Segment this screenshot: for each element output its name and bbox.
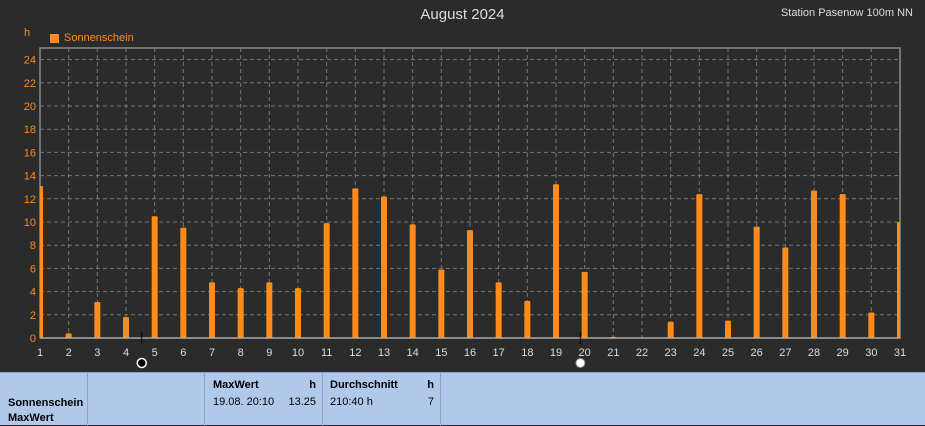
row-label-maxwert: MaxWert: [8, 412, 54, 424]
legend-label: Sonnenschein: [64, 32, 134, 44]
bar: [868, 312, 875, 338]
y-tick-label: 12: [24, 194, 36, 206]
bar: [123, 317, 129, 338]
x-tick-label: 15: [435, 347, 447, 359]
bar: [381, 196, 387, 338]
y-tick-label: 10: [24, 217, 36, 229]
y-tick-label: 20: [24, 101, 36, 113]
avg-value: 7: [427, 396, 434, 408]
x-tick-label: 21: [607, 347, 619, 359]
y-tick-label: 18: [24, 124, 36, 136]
x-tick-label: 27: [779, 347, 791, 359]
bar: [295, 288, 301, 338]
x-tick-label: 14: [407, 347, 419, 359]
y-tick-label: 0: [30, 333, 36, 345]
bar: [524, 300, 531, 338]
bar: [438, 269, 445, 338]
new-moon-marker: [136, 357, 148, 369]
station-label: Station Pasenow 100m NN: [780, 7, 913, 19]
x-tick-label: 19: [550, 347, 562, 359]
bar: [581, 271, 588, 338]
max-value: 13.25: [288, 396, 316, 408]
avg-unit: h: [427, 379, 434, 391]
y-tick-label: 14: [24, 171, 36, 183]
bar: [65, 333, 72, 338]
x-tick-label: 29: [837, 347, 849, 359]
info-panel: Sonnenschein MaxWert MaxWert h 19.08. 20…: [0, 372, 925, 426]
bar: [409, 224, 416, 338]
bar: [209, 282, 215, 338]
bar: [553, 184, 559, 338]
x-tick-label: 9: [266, 347, 272, 359]
bar: [323, 223, 330, 338]
y-tick-label: 6: [30, 263, 36, 275]
bar: [467, 230, 473, 338]
x-tick-label: 8: [238, 347, 244, 359]
bar: [667, 321, 674, 338]
x-tick-label: 5: [152, 347, 158, 359]
x-tick-label: 13: [378, 347, 390, 359]
x-tick-label: 28: [808, 347, 820, 359]
x-tick-label: 1: [37, 347, 43, 359]
x-tick-label: 26: [751, 347, 763, 359]
bar: [696, 194, 703, 338]
avg-cell: Durchschnitt h 210:40 h 7: [323, 373, 441, 426]
chart-title: August 2024: [420, 6, 505, 23]
y-unit-label: h: [24, 27, 31, 39]
x-tick-label: 2: [66, 347, 72, 359]
bar: [237, 288, 244, 338]
x-tick-label: 4: [123, 347, 129, 359]
bar: [352, 188, 359, 338]
bar: [151, 216, 158, 338]
bar: [753, 226, 760, 338]
x-tick-label: 25: [722, 347, 734, 359]
avg-header: Durchschnitt: [330, 379, 398, 391]
max-unit: h: [309, 379, 316, 391]
avg-total: 210:40 h: [330, 396, 373, 408]
x-tick-label: 23: [665, 347, 677, 359]
x-tick-label: 22: [636, 347, 648, 359]
bar: [94, 302, 101, 338]
x-tick-label: 10: [292, 347, 304, 359]
x-tick-label: 7: [209, 347, 215, 359]
bar: [725, 320, 731, 338]
x-tick-label: 3: [94, 347, 100, 359]
y-tick-label: 2: [30, 310, 36, 322]
bar: [782, 247, 789, 338]
x-tick-label: 31: [894, 347, 906, 359]
chart-area: 0 2 4 6 8 10 12 14 16 18 20 22 24 1 2 3 4 5 6 7 8 9 10 11 12 13 14…: [24, 6, 913, 369]
x-tick-label: 24: [693, 347, 705, 359]
x-tick-label: 18: [521, 347, 533, 359]
bar: [40, 186, 43, 338]
max-header: MaxWert: [213, 379, 259, 391]
bar: [495, 282, 502, 338]
x-tick-label: 6: [180, 347, 186, 359]
y-tick-label: 8: [30, 240, 36, 252]
y-tick-label: 24: [24, 55, 36, 67]
max-time: 19.08. 20:10: [213, 396, 275, 408]
x-tick-label: 11: [321, 347, 332, 359]
row-label-sonnenschein: Sonnenschein: [8, 397, 84, 409]
x-tick-label: 12: [349, 347, 361, 359]
bar: [180, 227, 187, 338]
legend-swatch: [50, 33, 59, 43]
y-tick-label: 16: [24, 147, 36, 159]
full-moon-marker: [575, 358, 586, 368]
empty-cell: [88, 373, 205, 426]
x-tick-label: 16: [464, 347, 476, 359]
row-label-cell: Sonnenschein MaxWert: [0, 373, 88, 426]
y-tick-label: 22: [24, 78, 36, 90]
max-cell: MaxWert h 19.08. 20:10 13.25: [205, 373, 323, 426]
bar: [839, 194, 846, 338]
bar: [266, 282, 273, 338]
bar: [897, 222, 900, 338]
bar: [811, 190, 817, 338]
x-tick-label: 17: [493, 347, 505, 359]
y-tick-label: 4: [30, 287, 36, 299]
legend[interactable]: Sonnenschein: [50, 32, 134, 44]
x-tick-label: 30: [865, 347, 877, 359]
x-tick-label: 20: [579, 347, 591, 359]
